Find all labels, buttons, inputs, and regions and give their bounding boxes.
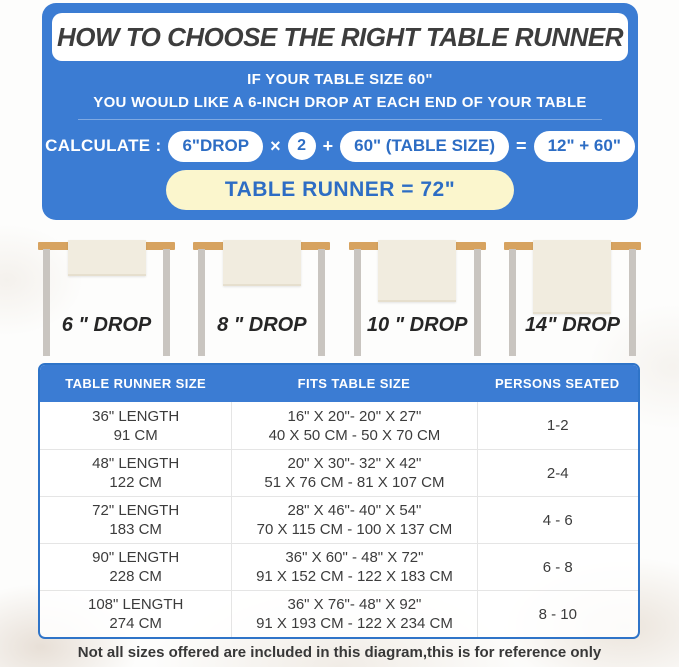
panel-divider — [78, 119, 602, 120]
drop-figures-row: 6 " DROP 8 " DROP 10 " DROP 14" DROP — [38, 236, 641, 360]
table-row: 48" LENGTH 122 CM 20" X 30"- 32" X 42" 5… — [40, 449, 638, 496]
table-row: 72" LENGTH 183 CM 28" X 46"- 40" X 54" 7… — [40, 496, 638, 543]
times-sign: × — [270, 135, 281, 156]
runner-size-cell: 108" LENGTH 274 CM — [40, 590, 232, 637]
subtitle-line-2: YOU WOULD LIKE A 6-INCH DROP AT EACH END… — [93, 94, 587, 111]
calculate-label: CALCULATE : — [45, 136, 162, 155]
header-persons-seated: PERSONS SEATED — [494, 376, 620, 391]
drop-label: 6 " DROP — [61, 314, 152, 336]
result-text: TABLE RUNNER = 72" — [224, 178, 456, 201]
fits-size-cell: 20" X 30"- 32" X 42" 51 X 76 CM - 81 X 1… — [231, 449, 477, 496]
fits-size-cell: 16" X 20"- 20" X 27" 40 X 50 CM - 50 X 7… — [231, 402, 476, 449]
fits-size-cell: 36" X 60" - 48" X 72" 91 X 152 CM - 122 … — [231, 543, 477, 590]
fits-inches: 36" X 76"- 48" X 92" — [287, 596, 422, 613]
length-inches: 48" LENGTH — [92, 455, 180, 472]
instruction-panel: HOW TO CHOOSE THE RIGHT TABLE RUNNER IF … — [42, 3, 638, 220]
runner-illustration — [67, 240, 146, 276]
table-figure-14-drop: 14" DROP — [503, 236, 641, 360]
drop-value-pill: 6"DROP — [168, 130, 264, 162]
table-figure-6-drop: 6 " DROP — [38, 236, 175, 360]
persons-value: 2-4 — [546, 464, 569, 482]
runner-illustration — [222, 240, 301, 286]
fits-cm: 91 X 193 CM - 122 X 234 CM — [256, 615, 453, 632]
runner-size-cell: 36" LENGTH 91 CM — [40, 402, 231, 449]
table-leg — [508, 249, 516, 356]
runner-size-cell: 90" LENGTH 228 CM — [40, 543, 232, 590]
table-row: 90" LENGTH 228 CM 36" X 60" - 48" X 72" … — [40, 543, 638, 590]
table-leg — [43, 249, 50, 356]
runner-size-cell: 72" LENGTH 183 CM — [40, 496, 232, 543]
table-header-row: TABLE RUNNER SIZE FITS TABLE SIZE PERSON… — [40, 365, 638, 402]
fits-cm: 91 X 152 CM - 122 X 183 CM — [256, 568, 453, 585]
length-cm: 122 CM — [109, 474, 162, 491]
length-inches: 36" LENGTH — [92, 407, 180, 425]
result-pill: TABLE RUNNER = 72" — [166, 170, 514, 210]
persons-value: 1-2 — [546, 417, 569, 434]
table-figure-8-drop: 8 " DROP — [193, 236, 331, 360]
table-leg — [353, 249, 361, 356]
calculation-row: CALCULATE : 6"DROP × 2 + 60" (TABLE SIZE… — [42, 129, 638, 163]
runner-illustration — [378, 240, 457, 302]
length-inches: 108" LENGTH — [87, 596, 184, 613]
length-cm: 183 CM — [109, 521, 162, 538]
length-inches: 90" LENGTH — [92, 549, 180, 566]
table-leg — [318, 249, 326, 356]
drop-label: 8 " DROP — [217, 314, 307, 336]
persons-value: 6 - 8 — [542, 558, 573, 576]
fits-cm: 51 X 76 CM - 81 X 107 CM — [264, 474, 445, 491]
fits-inches: 36" X 60" - 48" X 72" — [285, 549, 424, 566]
size-reference-table: TABLE RUNNER SIZE FITS TABLE SIZE PERSON… — [38, 363, 640, 639]
subtitle-line-1: IF YOUR TABLE SIZE 60" — [247, 71, 433, 88]
fits-size-cell: 28" X 46"- 40" X 54" 70 X 115 CM - 100 X… — [231, 496, 477, 543]
table-leg — [198, 249, 206, 356]
equals-sign: = — [516, 135, 527, 156]
fits-inches: 16" X 20"- 20" X 27" — [287, 407, 422, 425]
sum-pill: 12" + 60" — [533, 130, 635, 162]
header-fits-table-size: FITS TABLE SIZE — [297, 376, 411, 391]
length-cm: 91 CM — [113, 426, 158, 444]
persons-cell: 6 - 8 — [476, 543, 638, 590]
runner-illustration — [533, 240, 612, 314]
table-figure-10-drop: 10 " DROP — [348, 236, 486, 360]
persons-cell: 8 - 10 — [476, 590, 638, 637]
table-leg — [163, 249, 170, 356]
fits-size-cell: 36" X 76"- 48" X 92" 91 X 193 CM - 122 X… — [231, 590, 477, 637]
table-row: 108" LENGTH 274 CM 36" X 76"- 48" X 92" … — [40, 590, 638, 637]
persons-cell: 2-4 — [476, 449, 638, 496]
length-cm: 274 CM — [109, 615, 162, 632]
fits-inches: 28" X 46"- 40" X 54" — [287, 502, 422, 519]
persons-cell: 1-2 — [476, 402, 638, 449]
drop-label: 14" DROP — [524, 314, 621, 336]
title-banner: HOW TO CHOOSE THE RIGHT TABLE RUNNER — [52, 13, 628, 61]
fits-cm: 70 X 115 CM - 100 X 137 CM — [256, 521, 453, 538]
persons-value: 8 - 10 — [538, 605, 577, 623]
drop-label: 10 " DROP — [366, 314, 468, 336]
fits-cm: 40 X 50 CM - 50 X 70 CM — [268, 426, 441, 444]
table-row: 36" LENGTH 91 CM 16" X 20"- 20" X 27" 40… — [40, 402, 638, 449]
plus-sign: + — [322, 135, 334, 156]
header-table-runner-size: TABLE RUNNER SIZE — [65, 376, 207, 391]
runner-size-cell: 48" LENGTH 122 CM — [40, 449, 232, 496]
table-size-pill: 60" (TABLE SIZE) — [340, 130, 510, 162]
page-title: HOW TO CHOOSE THE RIGHT TABLE RUNNER — [56, 21, 624, 52]
fits-inches: 20" X 30"- 32" X 42" — [287, 455, 422, 472]
length-inches: 72" LENGTH — [92, 502, 180, 519]
persons-value: 4 - 6 — [542, 511, 573, 529]
table-leg — [628, 249, 636, 356]
persons-cell: 4 - 6 — [476, 496, 638, 543]
footnote: Not all sizes offered are included in th… — [77, 644, 602, 661]
table-leg — [473, 249, 481, 356]
multiplier-pill: 2 — [287, 132, 316, 160]
length-cm: 228 CM — [109, 568, 162, 585]
